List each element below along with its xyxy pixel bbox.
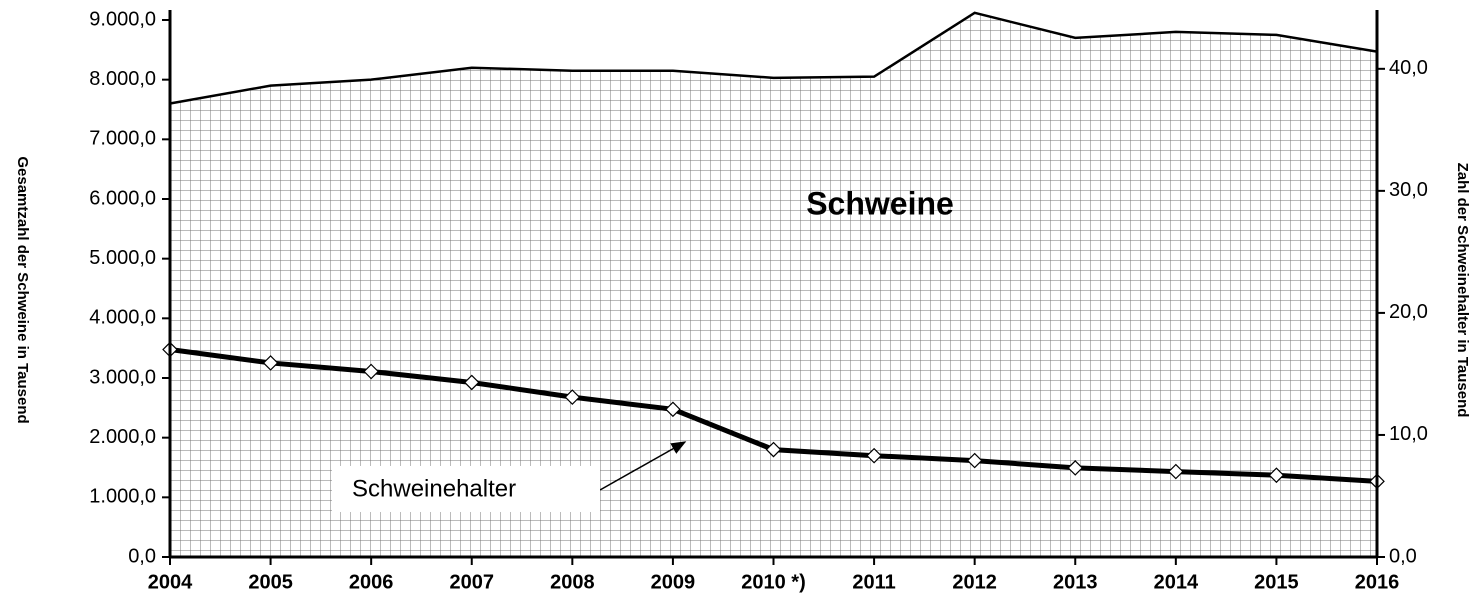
marker bbox=[765, 441, 782, 458]
y2-tick-label: 30,0 bbox=[1389, 179, 1428, 201]
y-tick-label: 0,0 bbox=[128, 545, 156, 567]
y-axis-label: Gesamtzahl der Schweine in Tausend bbox=[14, 156, 31, 423]
x-tick-label: 2005 bbox=[248, 571, 293, 593]
x-tick-label: 2009 bbox=[651, 571, 696, 593]
x-tick-label: 2007 bbox=[450, 571, 495, 593]
x-tick-label: 2004 bbox=[148, 571, 193, 593]
y-tick-label: 3.000,0 bbox=[89, 366, 156, 388]
x-tick-label: 2011 bbox=[852, 571, 895, 593]
y-tick-label: 2.000,0 bbox=[89, 426, 156, 448]
marker bbox=[564, 389, 581, 405]
marker bbox=[1268, 467, 1285, 484]
y2-tick-label: 40,0 bbox=[1389, 57, 1428, 79]
x-tick-label: 2012 bbox=[952, 571, 997, 593]
x-tick-label: 2008 bbox=[550, 571, 595, 593]
annotation-box bbox=[332, 466, 600, 512]
marker bbox=[363, 363, 380, 380]
x-tick-label: 2006 bbox=[349, 571, 394, 593]
y-tick-label: 6.000,0 bbox=[89, 187, 156, 209]
marker bbox=[463, 374, 480, 391]
marker bbox=[866, 447, 882, 464]
x-tick-label: 2015 bbox=[1254, 571, 1299, 593]
y2-tick-label: 10,0 bbox=[1389, 423, 1428, 445]
marker bbox=[262, 355, 279, 371]
annotation-arrow bbox=[599, 441, 687, 491]
marker bbox=[966, 452, 983, 469]
area-outline bbox=[169, 11, 1378, 105]
y-tick-label: 5.000,0 bbox=[89, 247, 156, 269]
marker bbox=[1067, 460, 1084, 476]
y-tick-label: 8.000,0 bbox=[89, 68, 156, 90]
x-tick-label: 2010 *) bbox=[741, 571, 806, 593]
x-tick-label: 2013 bbox=[1053, 571, 1098, 593]
y-tick-label: 9.000,0 bbox=[89, 8, 156, 30]
x-tick-label: 2016 bbox=[1355, 571, 1400, 593]
marker bbox=[665, 401, 681, 418]
y2-tick-label: 20,0 bbox=[1389, 301, 1428, 323]
x-tick-label: 2014 bbox=[1154, 571, 1199, 593]
y2-axis-label: Zahl der Schweinehalter in Tausend bbox=[1454, 163, 1471, 418]
y-tick-label: 4.000,0 bbox=[89, 307, 156, 329]
area bbox=[170, 12, 1377, 557]
y2-tick-label: 0,0 bbox=[1389, 545, 1417, 567]
y-tick-label: 1.000,0 bbox=[89, 486, 156, 508]
marker bbox=[1167, 463, 1184, 480]
series-label: Schweinehalter bbox=[352, 475, 516, 502]
y-tick-label: 7.000,0 bbox=[89, 128, 156, 150]
series-label: Schweine bbox=[806, 185, 954, 221]
